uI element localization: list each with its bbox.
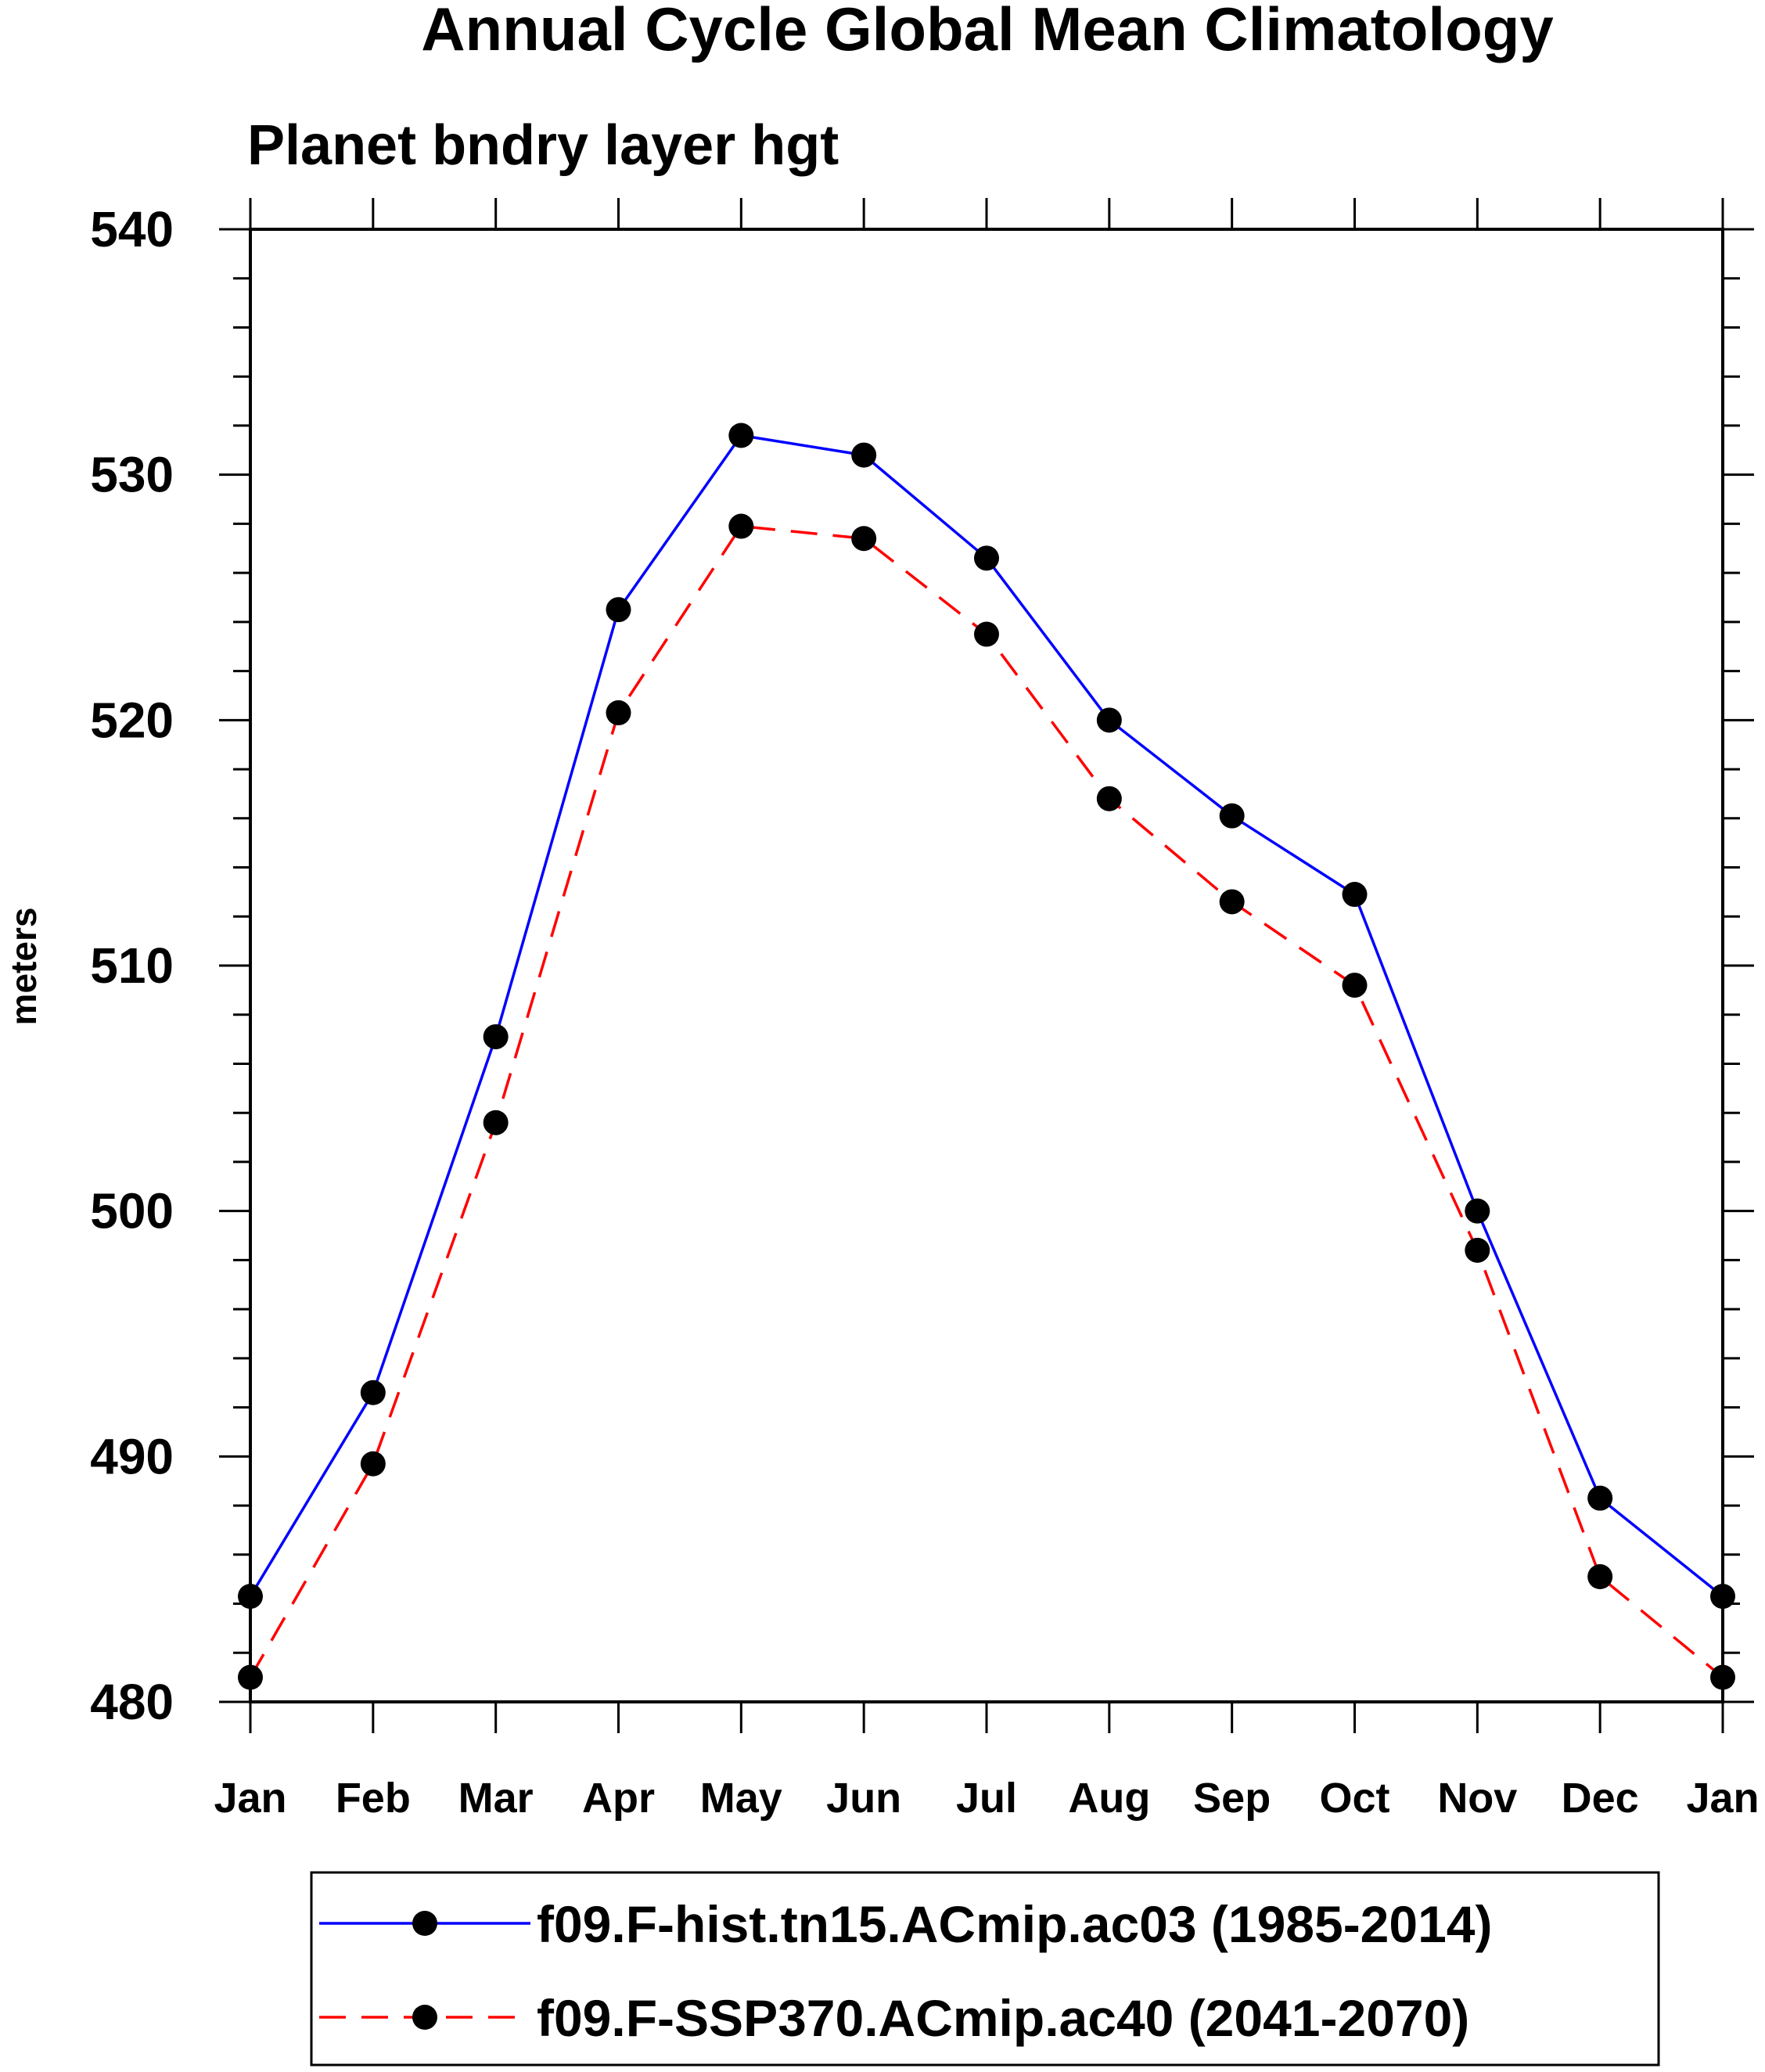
- y-tick-label: 520: [90, 692, 174, 748]
- data-point-series-1: [606, 597, 631, 623]
- x-tick-label: Jul: [956, 1775, 1017, 1822]
- legend-label-2: f09.F-SSP370.ACmip.ac40 (2041-2070): [537, 1989, 1469, 2047]
- x-tick-label: Nov: [1437, 1775, 1517, 1822]
- axis-ticks: [219, 198, 1754, 1733]
- data-point-series-2: [483, 1110, 509, 1135]
- data-point-series-1: [1465, 1198, 1490, 1224]
- x-tick-label: Jan: [1686, 1775, 1759, 1822]
- legend-marker-1: [412, 1911, 437, 1936]
- data-point-series-2: [360, 1451, 386, 1477]
- data-point-series-2: [1342, 973, 1368, 998]
- y-tick-label: 490: [90, 1428, 174, 1484]
- x-tick-label: Sep: [1193, 1775, 1271, 1822]
- data-point-series-2: [851, 526, 877, 552]
- data-point-series-2: [1587, 1564, 1613, 1590]
- data-point-series-1: [483, 1023, 509, 1049]
- legend-box: [310, 1871, 1660, 2067]
- data-point-series-2: [1096, 786, 1122, 811]
- data-point-series-1: [851, 442, 877, 468]
- chart-title: Annual Cycle Global Mean Climatology: [421, 0, 1554, 63]
- chart-subtitle: Planet bndry layer hgt: [247, 114, 839, 177]
- x-tick-label: May: [700, 1775, 782, 1822]
- legend-marker-2: [412, 2005, 437, 2030]
- legend-label-1: f09.F-hist.tn15.ACmip.ac03 (1985-2014): [537, 1895, 1492, 1953]
- data-point-series-2: [728, 513, 754, 539]
- x-tick-label: Aug: [1068, 1775, 1150, 1822]
- plot-frame: [249, 228, 1724, 1703]
- x-tick-label: Jan: [214, 1775, 286, 1822]
- tick-labels: Jan Feb Mar Apr May Jun Jul Aug Sep Oct Nov Dec Jan 4…: [90, 201, 1759, 1822]
- data-point-series-1: [360, 1380, 386, 1405]
- x-tick-label: Mar: [458, 1775, 534, 1822]
- y-tick-label: 540: [90, 201, 174, 257]
- data-point-series-2: [606, 700, 631, 725]
- series-line-2: [249, 524, 1724, 1678]
- x-tick-label: Dec: [1562, 1775, 1639, 1822]
- data-point-series-2: [974, 621, 999, 647]
- y-tick-label: 500: [90, 1183, 174, 1239]
- data-point-series-1: [728, 423, 754, 448]
- x-tick-label: Oct: [1319, 1775, 1389, 1822]
- x-tick-label: Apr: [582, 1775, 655, 1822]
- x-tick-label: Feb: [336, 1775, 411, 1822]
- x-tick-label: Jun: [826, 1775, 901, 1822]
- data-point-series-2: [1219, 889, 1245, 915]
- data-point-series-1: [974, 545, 999, 571]
- data-point-series-2: [1465, 1237, 1490, 1263]
- data-point-series-1: [1219, 803, 1245, 829]
- data-point-series-1: [1587, 1485, 1613, 1511]
- y-tick-label: 530: [90, 447, 174, 503]
- data-point-series-1: [1342, 882, 1368, 908]
- y-tick-label: 510: [90, 937, 174, 994]
- y-axis-label: meters: [3, 908, 44, 1026]
- legend-entries: f09.F-hist.tn15.ACmip.ac03 (1985-2014) f0…: [319, 1895, 1492, 2047]
- series-markers: [238, 423, 1735, 1690]
- legend: f09.F-hist.tn15.ACmip.ac03 (1985-2014) f0…: [310, 1871, 1660, 2067]
- series-line-1: [249, 433, 1724, 1598]
- data-point-series-1: [1096, 707, 1122, 733]
- y-tick-label: 480: [90, 1674, 174, 1730]
